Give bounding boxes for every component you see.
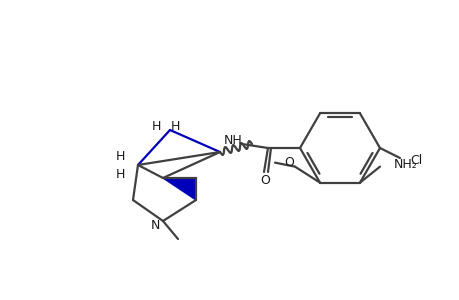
- Polygon shape: [162, 178, 196, 200]
- Text: O: O: [259, 175, 269, 188]
- Text: O: O: [284, 156, 293, 169]
- Text: H: H: [170, 119, 179, 133]
- Text: H: H: [115, 169, 124, 182]
- Text: H: H: [151, 119, 160, 133]
- Text: NH₂: NH₂: [393, 158, 417, 171]
- Text: NH: NH: [223, 134, 242, 148]
- Text: H: H: [115, 151, 124, 164]
- Text: N: N: [150, 220, 159, 232]
- Text: Cl: Cl: [409, 154, 421, 166]
